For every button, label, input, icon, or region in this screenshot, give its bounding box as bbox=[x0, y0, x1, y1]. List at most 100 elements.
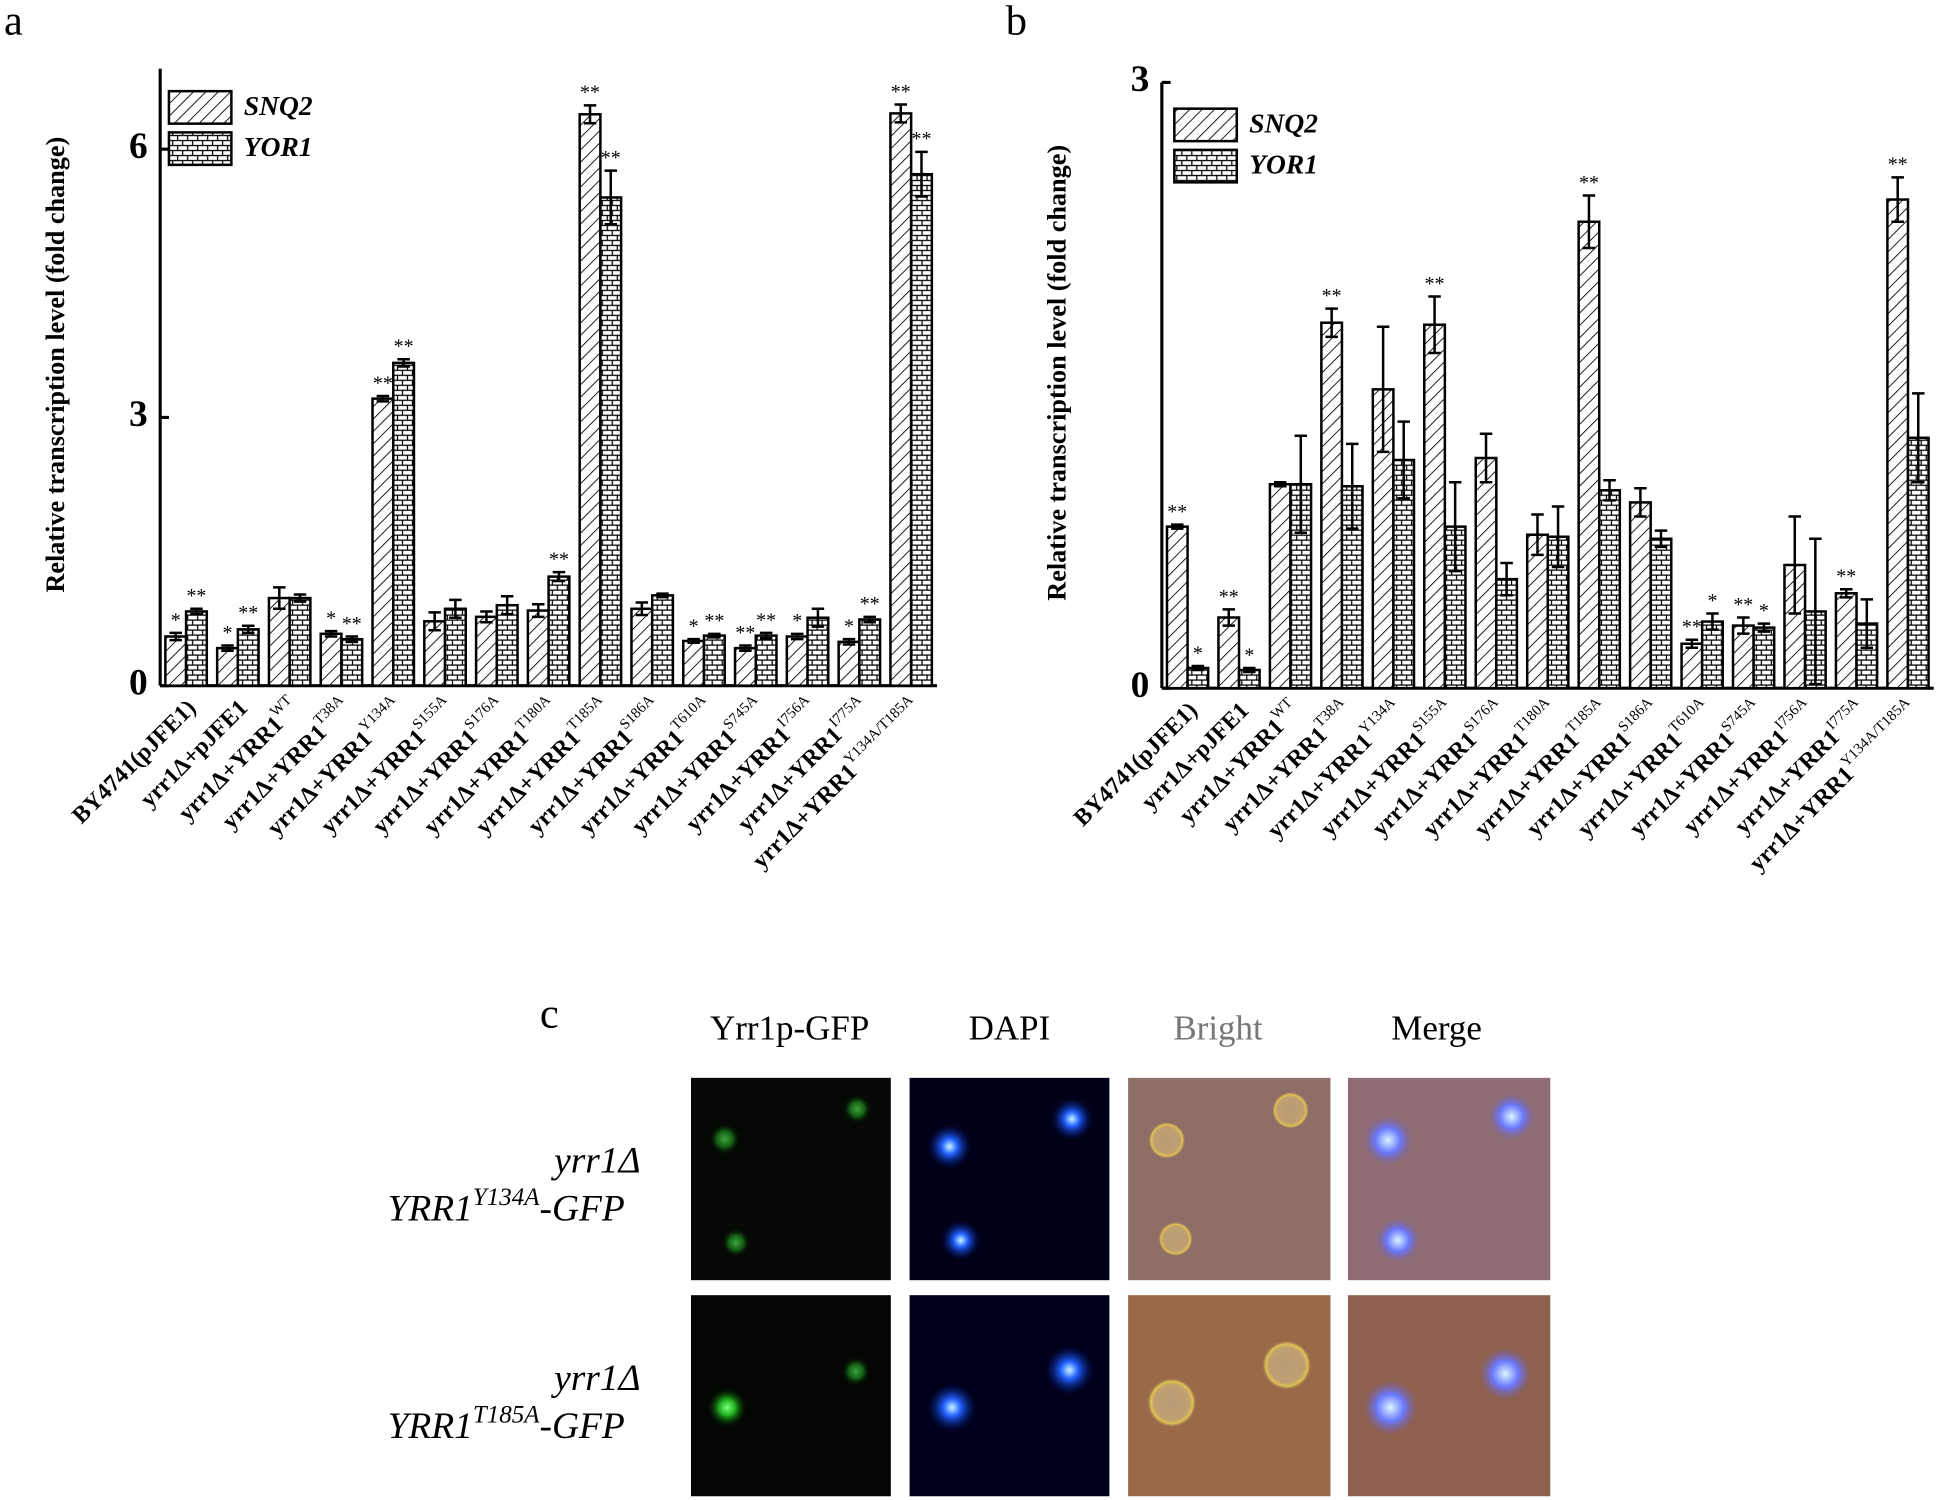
y-tick-label: 0 bbox=[129, 662, 148, 703]
bar bbox=[1752, 626, 1776, 690]
significance: ** bbox=[601, 147, 621, 169]
error-bar bbox=[1273, 480, 1287, 488]
significance: * bbox=[1244, 644, 1254, 666]
significance: ** bbox=[1888, 154, 1908, 176]
bar bbox=[837, 640, 861, 687]
significance: ** bbox=[912, 128, 932, 150]
error-bar bbox=[1479, 432, 1493, 484]
row-label: YRR1Y134A-GFP bbox=[388, 1184, 625, 1229]
significance: ** bbox=[704, 610, 724, 632]
error-bar bbox=[241, 624, 255, 635]
significance: ** bbox=[549, 548, 569, 570]
bar bbox=[1320, 321, 1344, 690]
bar bbox=[164, 635, 188, 687]
bar bbox=[1217, 616, 1241, 690]
bar bbox=[547, 575, 571, 687]
error-bar bbox=[500, 595, 514, 616]
significance: ** bbox=[373, 372, 393, 394]
error-bar bbox=[1839, 587, 1853, 599]
significance: ** bbox=[580, 82, 600, 104]
bar bbox=[1165, 525, 1189, 690]
significance: ** bbox=[735, 622, 755, 644]
error-bar bbox=[169, 631, 182, 642]
error-bar bbox=[1685, 638, 1699, 650]
category-sup: S745A bbox=[721, 692, 762, 733]
category-sup: T38A bbox=[311, 692, 347, 728]
error-bar bbox=[1531, 513, 1544, 557]
category-sup: T185A bbox=[1564, 695, 1605, 736]
error-bar bbox=[583, 104, 597, 125]
mutation: T185A bbox=[473, 1401, 540, 1428]
bar bbox=[1628, 501, 1652, 690]
error-bar bbox=[1171, 523, 1184, 530]
legend-label: SNQ2 bbox=[244, 91, 313, 121]
category-sup: S155A bbox=[410, 692, 451, 733]
error-bar bbox=[345, 635, 359, 644]
error-bar bbox=[428, 611, 441, 632]
error-bar bbox=[1809, 537, 1822, 686]
significance: ** bbox=[1579, 172, 1599, 194]
error-bar bbox=[273, 586, 286, 611]
bar bbox=[578, 113, 602, 687]
error-bar bbox=[221, 644, 234, 653]
bar bbox=[1731, 624, 1755, 690]
bar bbox=[1577, 220, 1601, 690]
bar bbox=[889, 112, 913, 687]
bar bbox=[526, 609, 550, 687]
error-bar bbox=[687, 637, 700, 645]
gene: YRR1 bbox=[388, 1405, 473, 1446]
category-sup: T180A bbox=[513, 692, 554, 733]
panel-label: c bbox=[540, 991, 559, 1038]
error-bar bbox=[1891, 176, 1904, 224]
bar bbox=[1700, 620, 1724, 690]
significance: * bbox=[792, 610, 802, 632]
bar bbox=[474, 615, 499, 687]
bar bbox=[682, 639, 706, 687]
category-sup: T38A bbox=[1312, 695, 1348, 731]
error-bar bbox=[1757, 622, 1771, 633]
error-bar bbox=[708, 632, 721, 639]
error-bar bbox=[1654, 529, 1668, 549]
legend-swatch bbox=[167, 89, 233, 125]
category-sup: S176A bbox=[462, 692, 503, 733]
bar bbox=[1649, 537, 1673, 690]
y-axis-label: Relative transcription level (fold chang… bbox=[41, 137, 70, 593]
error-bar bbox=[1397, 420, 1410, 500]
column-header: Merge bbox=[1391, 1009, 1482, 1048]
significance: ** bbox=[1836, 566, 1856, 588]
error-bar bbox=[1222, 608, 1235, 627]
significance: * bbox=[689, 616, 699, 638]
significance: ** bbox=[342, 613, 362, 635]
error-bar bbox=[1706, 612, 1719, 631]
category-sup: I775A bbox=[1824, 695, 1862, 733]
category-sup: S176A bbox=[1461, 695, 1502, 736]
error-bar bbox=[1448, 480, 1462, 573]
error-bar bbox=[1325, 307, 1338, 339]
significance: ** bbox=[186, 585, 206, 607]
category-sup: I775A bbox=[827, 692, 865, 730]
category-sup: I756A bbox=[775, 692, 813, 730]
significance: * bbox=[844, 616, 854, 638]
error-bar bbox=[842, 637, 856, 646]
bar bbox=[391, 361, 416, 687]
panel-label: b bbox=[1006, 0, 1027, 45]
bar bbox=[184, 610, 209, 687]
error-bar bbox=[1500, 561, 1513, 597]
bar bbox=[785, 635, 809, 687]
bar bbox=[1834, 592, 1858, 690]
error-bar bbox=[532, 603, 545, 619]
error-bar bbox=[604, 169, 618, 226]
error-bar bbox=[1345, 442, 1359, 530]
error-bar bbox=[480, 610, 493, 624]
mutation: Y134A bbox=[473, 1184, 540, 1211]
error-bar bbox=[1737, 616, 1750, 635]
bar bbox=[1474, 456, 1498, 690]
error-bar bbox=[915, 150, 928, 198]
error-bar bbox=[190, 607, 203, 616]
legend-label: YOR1 bbox=[1249, 150, 1318, 180]
error-bar bbox=[449, 598, 462, 619]
micrographs bbox=[690, 1077, 1551, 1497]
significance: ** bbox=[394, 336, 414, 358]
column-header: Bright bbox=[1173, 1009, 1263, 1048]
